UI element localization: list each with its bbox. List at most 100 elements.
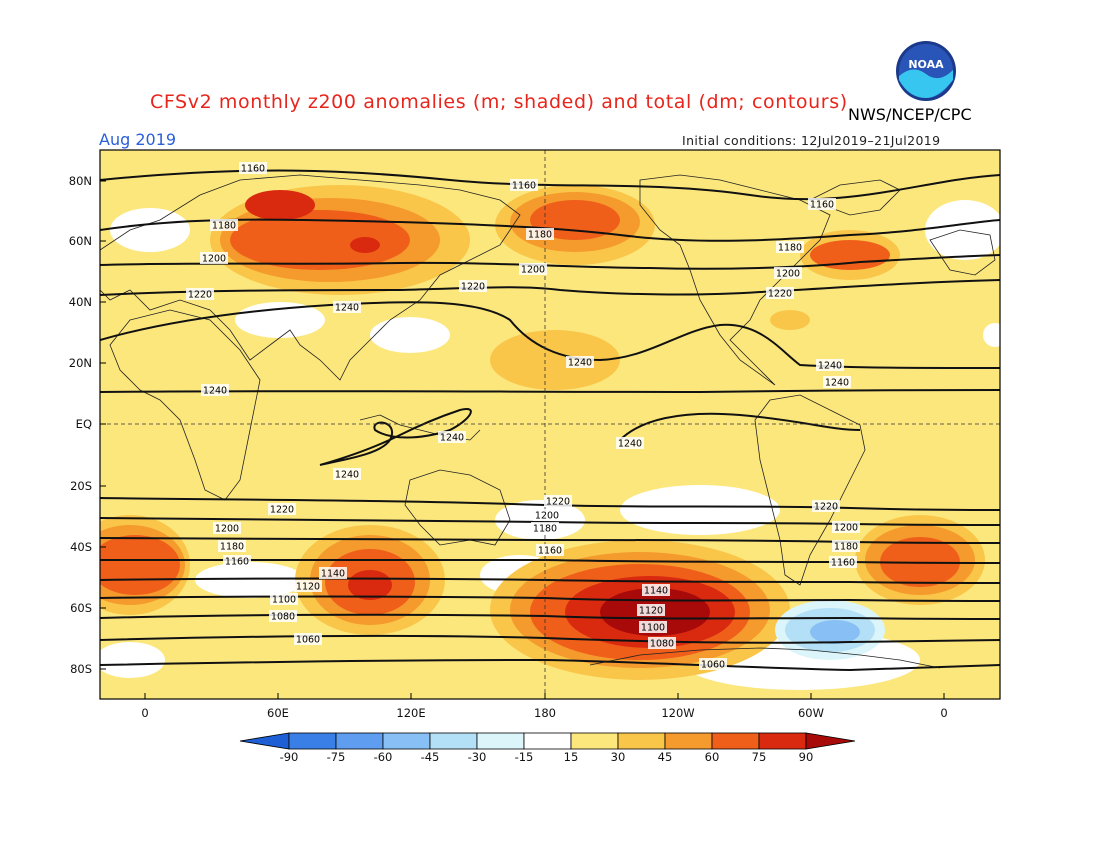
svg-text:1240: 1240	[440, 433, 464, 444]
contour-label: 1060	[294, 633, 322, 646]
svg-text:1240: 1240	[825, 378, 849, 389]
svg-text:1240: 1240	[818, 361, 842, 372]
longitude-axis: 0 60E 120E 180 120W 60W 0	[141, 693, 948, 720]
noaa-logo-icon: NOAA	[896, 41, 956, 101]
colorbar-tick-label: 45	[658, 750, 673, 764]
svg-text:1220: 1220	[546, 497, 570, 508]
svg-text:1200: 1200	[215, 524, 239, 535]
initial-conditions-label: Initial conditions: 12Jul2019–21Jul2019	[682, 133, 941, 148]
noaa-logo-text: NOAA	[908, 58, 944, 71]
contour-label: 1200	[533, 509, 561, 522]
lat-tick-label: 60S	[70, 601, 92, 615]
svg-text:1180: 1180	[528, 230, 552, 241]
colorbar-tick-label: -45	[421, 750, 440, 764]
lat-tick-label: 60N	[69, 234, 92, 248]
svg-text:1200: 1200	[776, 269, 800, 280]
svg-text:1200: 1200	[202, 254, 226, 265]
contour-label: 1140	[319, 567, 347, 580]
contour-label: 1180	[776, 241, 804, 254]
svg-text:1160: 1160	[831, 558, 855, 569]
contour-label: 1100	[270, 593, 298, 606]
svg-text:1160: 1160	[538, 546, 562, 557]
colorbar-segment	[288, 732, 337, 750]
svg-text:1140: 1140	[321, 569, 345, 580]
contour-label: 1160	[223, 555, 251, 568]
svg-text:1160: 1160	[810, 200, 834, 211]
agency-label: NWS/NCEP/CPC	[848, 105, 972, 124]
lat-tick-label: 80N	[69, 174, 92, 188]
svg-text:1200: 1200	[535, 511, 559, 522]
lat-tick-label: 80S	[70, 662, 92, 676]
svg-text:1120: 1120	[296, 582, 320, 593]
lat-tick-label: 40S	[70, 540, 92, 554]
svg-text:1120: 1120	[639, 606, 663, 617]
map-gridlines	[100, 150, 1000, 699]
contour-label: 1240	[333, 468, 361, 481]
colorbar-tick-label: 75	[752, 750, 767, 764]
contour-label: 1160	[829, 556, 857, 569]
contour-label: 1180	[832, 540, 860, 553]
contour-label: 1180	[218, 540, 246, 553]
colorbar-tick-label: -90	[280, 750, 299, 764]
colorbar-segment	[429, 732, 478, 750]
latitude-axis: 80N 60N 40N 20N EQ 20S 40S 60S 80S	[69, 174, 106, 676]
contour-label: 1200	[832, 521, 860, 534]
contour-label: 1240	[566, 356, 594, 369]
colorbar-tick-label: -15	[515, 750, 534, 764]
svg-text:1060: 1060	[701, 660, 725, 671]
lon-tick-label: 60W	[798, 706, 824, 720]
colorbar-tick-label: 15	[564, 750, 579, 764]
contour-label: 1240	[823, 376, 851, 389]
svg-text:1200: 1200	[834, 523, 858, 534]
negative-anomaly-area	[775, 600, 885, 660]
svg-text:1200: 1200	[521, 265, 545, 276]
colorbar-tick-label: -75	[327, 750, 346, 764]
lon-tick-label: 60E	[267, 706, 289, 720]
contour-label: 1180	[526, 228, 554, 241]
svg-text:1240: 1240	[618, 439, 642, 450]
contour-label: 1220	[186, 288, 214, 301]
contour-label: 1180	[210, 219, 238, 232]
svg-text:1180: 1180	[778, 243, 802, 254]
lat-tick-label: 40N	[69, 295, 92, 309]
svg-text:1160: 1160	[512, 181, 536, 192]
contour-label: 1200	[519, 263, 547, 276]
svg-text:1240: 1240	[335, 470, 359, 481]
contour-label: 1080	[648, 637, 676, 650]
svg-text:1100: 1100	[272, 595, 296, 606]
contour-label: 1220	[544, 495, 572, 508]
colorbar-segment	[523, 732, 572, 750]
colorbar-segment	[758, 732, 807, 750]
svg-text:1240: 1240	[335, 303, 359, 314]
contour-label: 1160	[510, 179, 538, 192]
colorbar-segment	[476, 732, 525, 750]
colorbar-segment	[711, 732, 760, 750]
colorbar-segment	[617, 732, 666, 750]
colorbar-tick-label: 90	[799, 750, 814, 764]
contour-label: 1220	[459, 280, 487, 293]
colorbar-tick-label: -60	[374, 750, 393, 764]
contour-labels: 1160 1160 1160 1180 1180 1180 1200 1200 1200 1220…	[186, 162, 860, 671]
svg-text:1220: 1220	[768, 289, 792, 300]
colorbar-right-arrow	[805, 732, 856, 750]
contour-label: 1140	[642, 584, 670, 597]
contour-label: 1200	[774, 267, 802, 280]
lon-tick-label: 120E	[396, 706, 425, 720]
svg-text:1240: 1240	[568, 358, 592, 369]
contour-label: 1160	[808, 198, 836, 211]
svg-text:1100: 1100	[641, 623, 665, 634]
svg-text:1080: 1080	[271, 612, 295, 623]
colorbar-segment	[335, 732, 384, 750]
svg-text:1140: 1140	[644, 586, 668, 597]
contour-label: 1200	[213, 522, 241, 535]
lat-tick-label: 20S	[70, 479, 92, 493]
contour-label: 1120	[637, 604, 665, 617]
lat-tick-label: 20N	[69, 356, 92, 370]
svg-text:1220: 1220	[188, 290, 212, 301]
svg-text:1080: 1080	[650, 639, 674, 650]
colorbar-segment	[664, 732, 713, 750]
contour-label: 1200	[200, 252, 228, 265]
anomaly-colorbar: -90 -75 -60 -45 -30 -15 15 30 45 60 75 90	[239, 732, 856, 764]
lon-tick-label: 180	[534, 706, 556, 720]
